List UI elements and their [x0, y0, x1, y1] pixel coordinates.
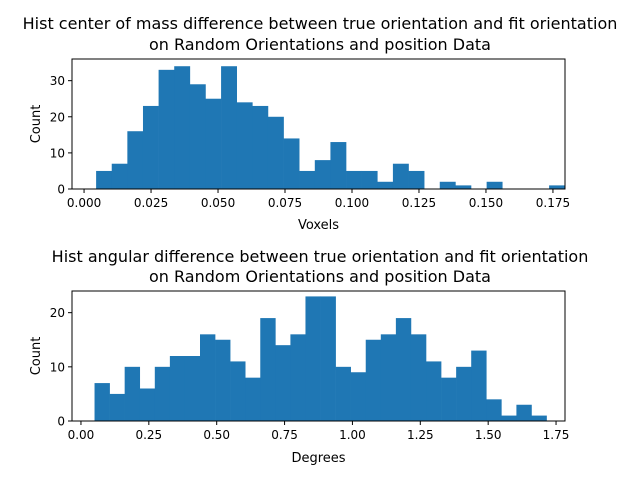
x-tick-label: 1.75 [543, 428, 570, 442]
chart-center-of-mass-difference: Hist center of mass difference between t… [23, 14, 618, 233]
x-axis-label: Voxels [298, 218, 339, 233]
histogram-bar [96, 170, 113, 189]
y-tick-label: 10 [50, 360, 65, 374]
histogram-bar [184, 356, 201, 421]
x-tick-label: 0.00 [68, 428, 95, 442]
y-axis-ticks: 0 10 20 [50, 306, 72, 429]
histogram-bar [439, 181, 456, 189]
histogram-bar [314, 160, 331, 189]
y-axis-ticks: 0 10 20 30 [50, 74, 72, 197]
histogram-bar [486, 181, 503, 189]
histogram-bars [96, 66, 566, 189]
histogram-bar [252, 105, 269, 189]
histogram-bar [410, 334, 427, 421]
histogram-bar [154, 366, 171, 421]
histogram-bar [549, 185, 566, 189]
histogram-bar [395, 318, 412, 421]
histogram-bar [299, 170, 316, 189]
histogram-bar [408, 170, 425, 189]
x-tick-label: 1.25 [407, 428, 434, 442]
x-tick-label: 1.50 [475, 428, 502, 442]
histogram-bar [392, 163, 409, 189]
histogram-bar [290, 334, 306, 421]
histogram-bar [346, 170, 362, 189]
x-tick-label: 1.00 [339, 428, 366, 442]
histogram-bar [377, 181, 394, 189]
y-tick-label: 20 [50, 306, 65, 320]
histogram-bar [441, 377, 457, 421]
histogram-bar [111, 163, 128, 189]
histogram-bar [127, 131, 144, 189]
y-tick-label: 30 [50, 74, 65, 88]
histogram-bar [501, 415, 517, 421]
histogram-bar [350, 372, 367, 421]
histogram-bar [426, 361, 442, 421]
chart-title-line-2: on Random Orientations and position Data [149, 35, 491, 54]
histogram-bar [283, 138, 300, 189]
x-tick-label: 0.150 [469, 196, 503, 210]
histogram-bar [486, 399, 502, 421]
histogram-bar [245, 377, 261, 421]
histogram-bar [335, 366, 351, 421]
histogram-bar [189, 84, 206, 189]
histogram-bar [330, 142, 347, 189]
plot-frame [71, 290, 566, 422]
histogram-bar [516, 404, 532, 421]
x-tick-label: 0.100 [335, 196, 369, 210]
histogram-bar [471, 350, 487, 421]
histogram-bar [215, 339, 231, 421]
x-tick-label: 0.75 [271, 428, 298, 442]
histogram-bar [267, 116, 284, 189]
histogram-bar [174, 66, 191, 189]
x-axis-label: Degrees [291, 451, 345, 466]
histogram-bar [124, 366, 141, 421]
histogram-bar [531, 415, 547, 421]
x-tick-label: 0.125 [402, 196, 436, 210]
x-tick-label: 0.25 [135, 428, 162, 442]
histogram-bar [361, 170, 378, 189]
chart-title-line-1: Hist angular difference between true ori… [52, 247, 589, 266]
histogram-bar [158, 69, 175, 189]
histogram-bar [275, 345, 291, 421]
histogram-bar [236, 102, 253, 189]
chart-title-line-2: on Random Orientations and position Data [149, 267, 491, 286]
histogram-bar [380, 334, 397, 421]
y-tick-label: 0 [57, 415, 65, 429]
histogram-bar [320, 296, 336, 421]
histogram-bar [230, 361, 246, 421]
histogram-bar [365, 339, 382, 421]
histogram-bar [455, 185, 472, 189]
chart-angular-difference: Hist angular difference between true ori… [29, 247, 588, 466]
x-tick-label: 0.075 [268, 196, 302, 210]
histogram-bar [139, 388, 156, 421]
y-axis-label: Count [29, 337, 44, 376]
histogram-bar [260, 318, 276, 421]
x-tick-label: 0.175 [536, 196, 570, 210]
y-tick-label: 10 [50, 146, 65, 160]
x-tick-label: 0.050 [201, 196, 235, 210]
chart-title-line-1: Hist center of mass difference between t… [23, 14, 618, 33]
histogram-bar [305, 296, 321, 421]
x-tick-label: 0.000 [67, 196, 101, 210]
histogram-bars [94, 296, 547, 421]
y-tick-label: 20 [50, 110, 65, 124]
histogram-bar [205, 98, 222, 189]
histogram-bar [456, 366, 472, 421]
plot-frame [71, 58, 566, 190]
y-axis-label: Count [29, 105, 44, 144]
x-axis-ticks: 0.000 0.025 0.050 0.075 0.100 0.125 0.150 0.175 [67, 189, 570, 210]
x-axis-ticks: 0.00 0.25 0.50 0.75 1.00 1.25 1.50 1.75 [68, 421, 570, 442]
histogram-bar [200, 334, 216, 421]
histogram-bar [109, 393, 125, 421]
histogram-bar [221, 66, 237, 189]
x-tick-label: 0.50 [203, 428, 230, 442]
histogram-bar [169, 356, 186, 421]
histogram-bar [94, 383, 110, 421]
x-tick-label: 0.025 [134, 196, 168, 210]
y-tick-label: 0 [57, 183, 65, 197]
histogram-bar [142, 105, 159, 189]
